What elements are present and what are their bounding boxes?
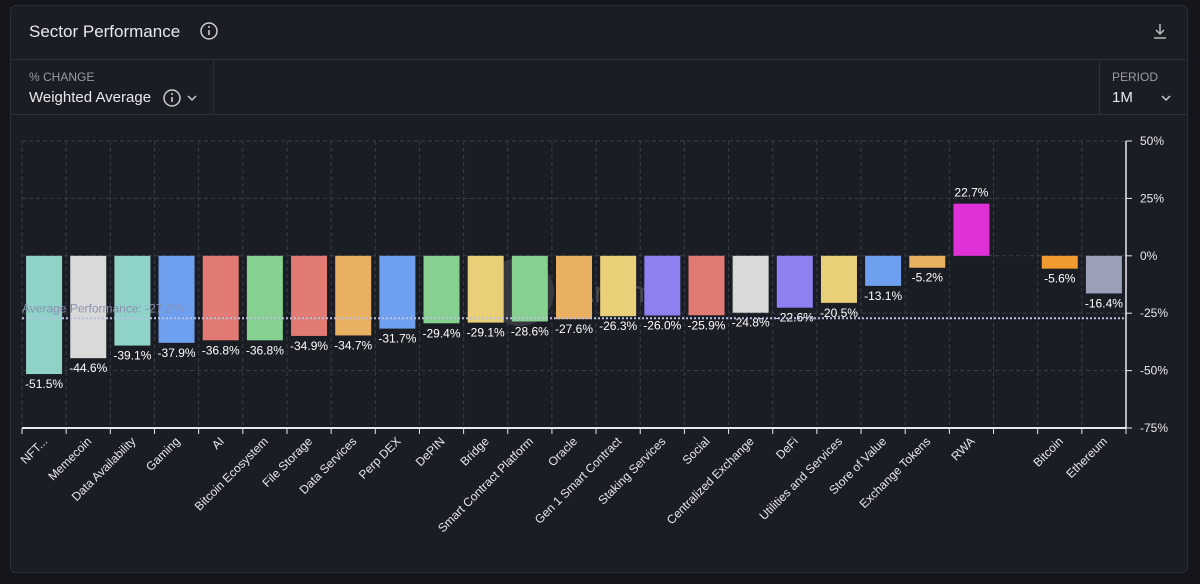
value-label: -24.8%	[732, 316, 770, 330]
value-label: -13.1%	[864, 289, 902, 303]
separator	[1099, 60, 1100, 114]
value-label: -29.4%	[423, 326, 461, 340]
bar	[26, 255, 63, 375]
value-label: -31.7%	[378, 332, 416, 346]
value-label: -44.6%	[69, 361, 107, 375]
chevron	[1161, 95, 1171, 102]
bar	[556, 255, 592, 320]
bar	[70, 255, 107, 359]
metric-label: % CHANGE	[29, 70, 95, 84]
x-tick-label: Bridge	[457, 434, 492, 469]
value-label: -28.6%	[511, 324, 549, 338]
x-tick-label: Bitcoin	[1031, 434, 1066, 469]
bar	[1041, 255, 1078, 269]
value-label: -51.5%	[25, 377, 63, 391]
x-tick-label: DePIN	[413, 434, 448, 469]
value-label: -26.3%	[599, 319, 637, 333]
bar	[246, 255, 283, 341]
y-tick-label: -50%	[1140, 364, 1168, 378]
x-tick-label: Ethereum	[1063, 434, 1110, 481]
value-label: 22.7%	[954, 186, 988, 200]
bar	[335, 255, 372, 336]
divider	[11, 114, 1187, 115]
value-label: -25.9%	[687, 318, 725, 332]
bar	[953, 203, 990, 256]
period-select[interactable]: 1M	[1112, 89, 1133, 106]
value-label: -16.4%	[1085, 296, 1123, 310]
x-tick-label: Social	[680, 434, 713, 467]
value-label: -34.7%	[334, 338, 372, 352]
value-label: -20.5%	[820, 306, 858, 320]
y-tick-label: -25%	[1140, 306, 1168, 320]
value-label: -37.9%	[158, 346, 196, 360]
bar	[158, 255, 195, 343]
bar	[776, 255, 813, 308]
bar	[688, 255, 725, 316]
x-tick-label: DeFi	[773, 434, 801, 462]
divider	[11, 59, 1187, 60]
info-icon[interactable]	[199, 21, 219, 41]
y-tick-label: -75%	[1140, 421, 1168, 435]
x-tick-label: Oracle	[545, 434, 580, 469]
period-label: PERIOD	[1112, 70, 1159, 84]
metric-icons	[163, 89, 197, 107]
bar	[291, 255, 328, 336]
x-tick-label: RWA	[948, 434, 977, 463]
bar	[202, 255, 239, 341]
average-label: Average Performance: -27.2%	[22, 301, 184, 315]
bar	[865, 255, 902, 286]
x-tick-label: Gaming	[143, 434, 183, 474]
bar	[511, 255, 548, 322]
x-tick-label: Perp DEX	[356, 434, 404, 482]
value-label: -39.1%	[113, 349, 151, 363]
bar	[909, 255, 946, 268]
value-label: -29.1%	[467, 326, 505, 340]
y-tick-label: 25%	[1140, 191, 1164, 205]
value-label: -5.6%	[1044, 272, 1076, 286]
value-label: -36.8%	[202, 343, 240, 357]
card-title: Sector Performance	[29, 22, 181, 41]
bar	[732, 255, 769, 313]
bar	[467, 255, 504, 323]
x-tick-label: NFT...	[18, 434, 51, 467]
bar	[379, 255, 416, 329]
bar	[423, 255, 460, 324]
y-tick-label: 0%	[1140, 249, 1158, 263]
bar	[600, 255, 637, 317]
y-tick-label: 50%	[1140, 134, 1164, 148]
bar	[1085, 255, 1122, 294]
value-label: -36.8%	[246, 343, 284, 357]
value-label: -5.2%	[912, 271, 944, 285]
x-tick-label: Bitcoin Ecosystem	[192, 434, 271, 513]
x-tick-label: Utilities and Services	[756, 434, 845, 523]
x-tick-label: Centralized Exchange	[664, 434, 757, 527]
bar	[644, 255, 681, 316]
bar	[114, 255, 151, 346]
value-label: -27.6%	[555, 322, 593, 336]
metric-select[interactable]: Weighted Average	[29, 89, 152, 106]
separator	[213, 60, 214, 114]
value-label: -26.0%	[643, 318, 681, 332]
bar	[820, 255, 857, 303]
x-tick-label: AI	[209, 434, 227, 452]
x-tick-label: Gen 1 Smart Contract	[532, 434, 625, 527]
download-icon[interactable]	[1150, 21, 1170, 41]
value-label: -34.9%	[290, 339, 328, 353]
